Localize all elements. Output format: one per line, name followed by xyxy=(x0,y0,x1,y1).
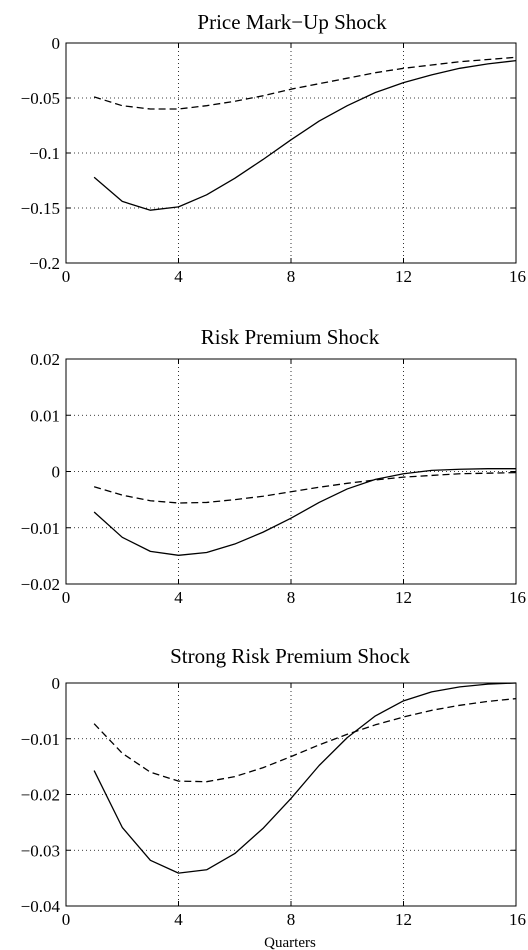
x-tick-label: 0 xyxy=(62,588,71,607)
x-tick-label: 16 xyxy=(509,910,526,929)
y-tick-label: −0.02 xyxy=(21,575,60,594)
y-tick-label: −0.1 xyxy=(29,144,60,163)
y-tick-label: −0.04 xyxy=(21,897,61,916)
y-tick-label: 0.02 xyxy=(30,350,60,369)
x-tick-label: 8 xyxy=(287,588,296,607)
x-tick-label: 4 xyxy=(174,910,183,929)
y-tick-label: −0.05 xyxy=(21,89,60,108)
series-line-dashed xyxy=(93,471,517,504)
plot-area: 0 4 8 12 16 0 −0.05 −0.1 −0.15 −0.2 xyxy=(21,34,526,286)
y-tick-label: 0 xyxy=(52,463,61,482)
x-tick-label: 16 xyxy=(509,588,526,607)
y-tick-label: −0.03 xyxy=(21,841,60,860)
y-tick-label: 0.01 xyxy=(30,406,60,425)
x-tick-label: 8 xyxy=(287,910,296,929)
plot-area: 0 4 8 12 16 0 −0.01 −0.02 −0.03 −0.04 xyxy=(21,674,526,929)
y-tick-label: −0.2 xyxy=(29,254,60,273)
panel-strong-risk-premium-shock: Strong Risk Premium Shock 0 4 8 12 16 0 −0.01 −… xyxy=(21,644,526,950)
x-tick-label: 4 xyxy=(174,588,183,607)
x-tick-label: 12 xyxy=(395,588,412,607)
y-tick-label: 0 xyxy=(52,674,61,693)
x-tick-label: 4 xyxy=(174,267,183,286)
x-tick-label: 0 xyxy=(62,910,71,929)
chart-title: Price Mark−Up Shock xyxy=(197,10,387,34)
x-tick-label: 16 xyxy=(509,267,526,286)
series-line-solid xyxy=(93,468,516,556)
x-tick-label: 0 xyxy=(62,267,71,286)
chart-title: Strong Risk Premium Shock xyxy=(170,644,410,668)
y-tick-label: −0.15 xyxy=(21,199,60,218)
series-line-dashed xyxy=(93,697,517,783)
panel-risk-premium-shock: Risk Premium Shock 0 4 8 12 16 0.02 0.01 0 −0.01… xyxy=(21,325,526,607)
x-tick-label: 8 xyxy=(287,267,296,286)
y-tick-label: −0.01 xyxy=(21,519,60,538)
x-tick-label: 12 xyxy=(395,267,412,286)
y-tick-label: −0.02 xyxy=(21,786,60,805)
y-tick-label: −0.01 xyxy=(21,730,60,749)
x-tick-label: 12 xyxy=(395,910,412,929)
x-axis-label: Quarters xyxy=(264,935,316,950)
series-line-solid xyxy=(93,59,517,211)
plot-area: 0 4 8 12 16 0.02 0.01 0 −0.01 −0.02 xyxy=(21,350,526,607)
series-line-solid xyxy=(93,682,517,874)
chart-title: Risk Premium Shock xyxy=(201,325,380,349)
panel-price-markup-shock: Price Mark−Up Shock 0 4 8 12 16 0 −0.05 −0.1 −0.… xyxy=(21,10,526,286)
y-tick-label: 0 xyxy=(52,34,61,53)
series-line-dashed xyxy=(93,56,517,110)
